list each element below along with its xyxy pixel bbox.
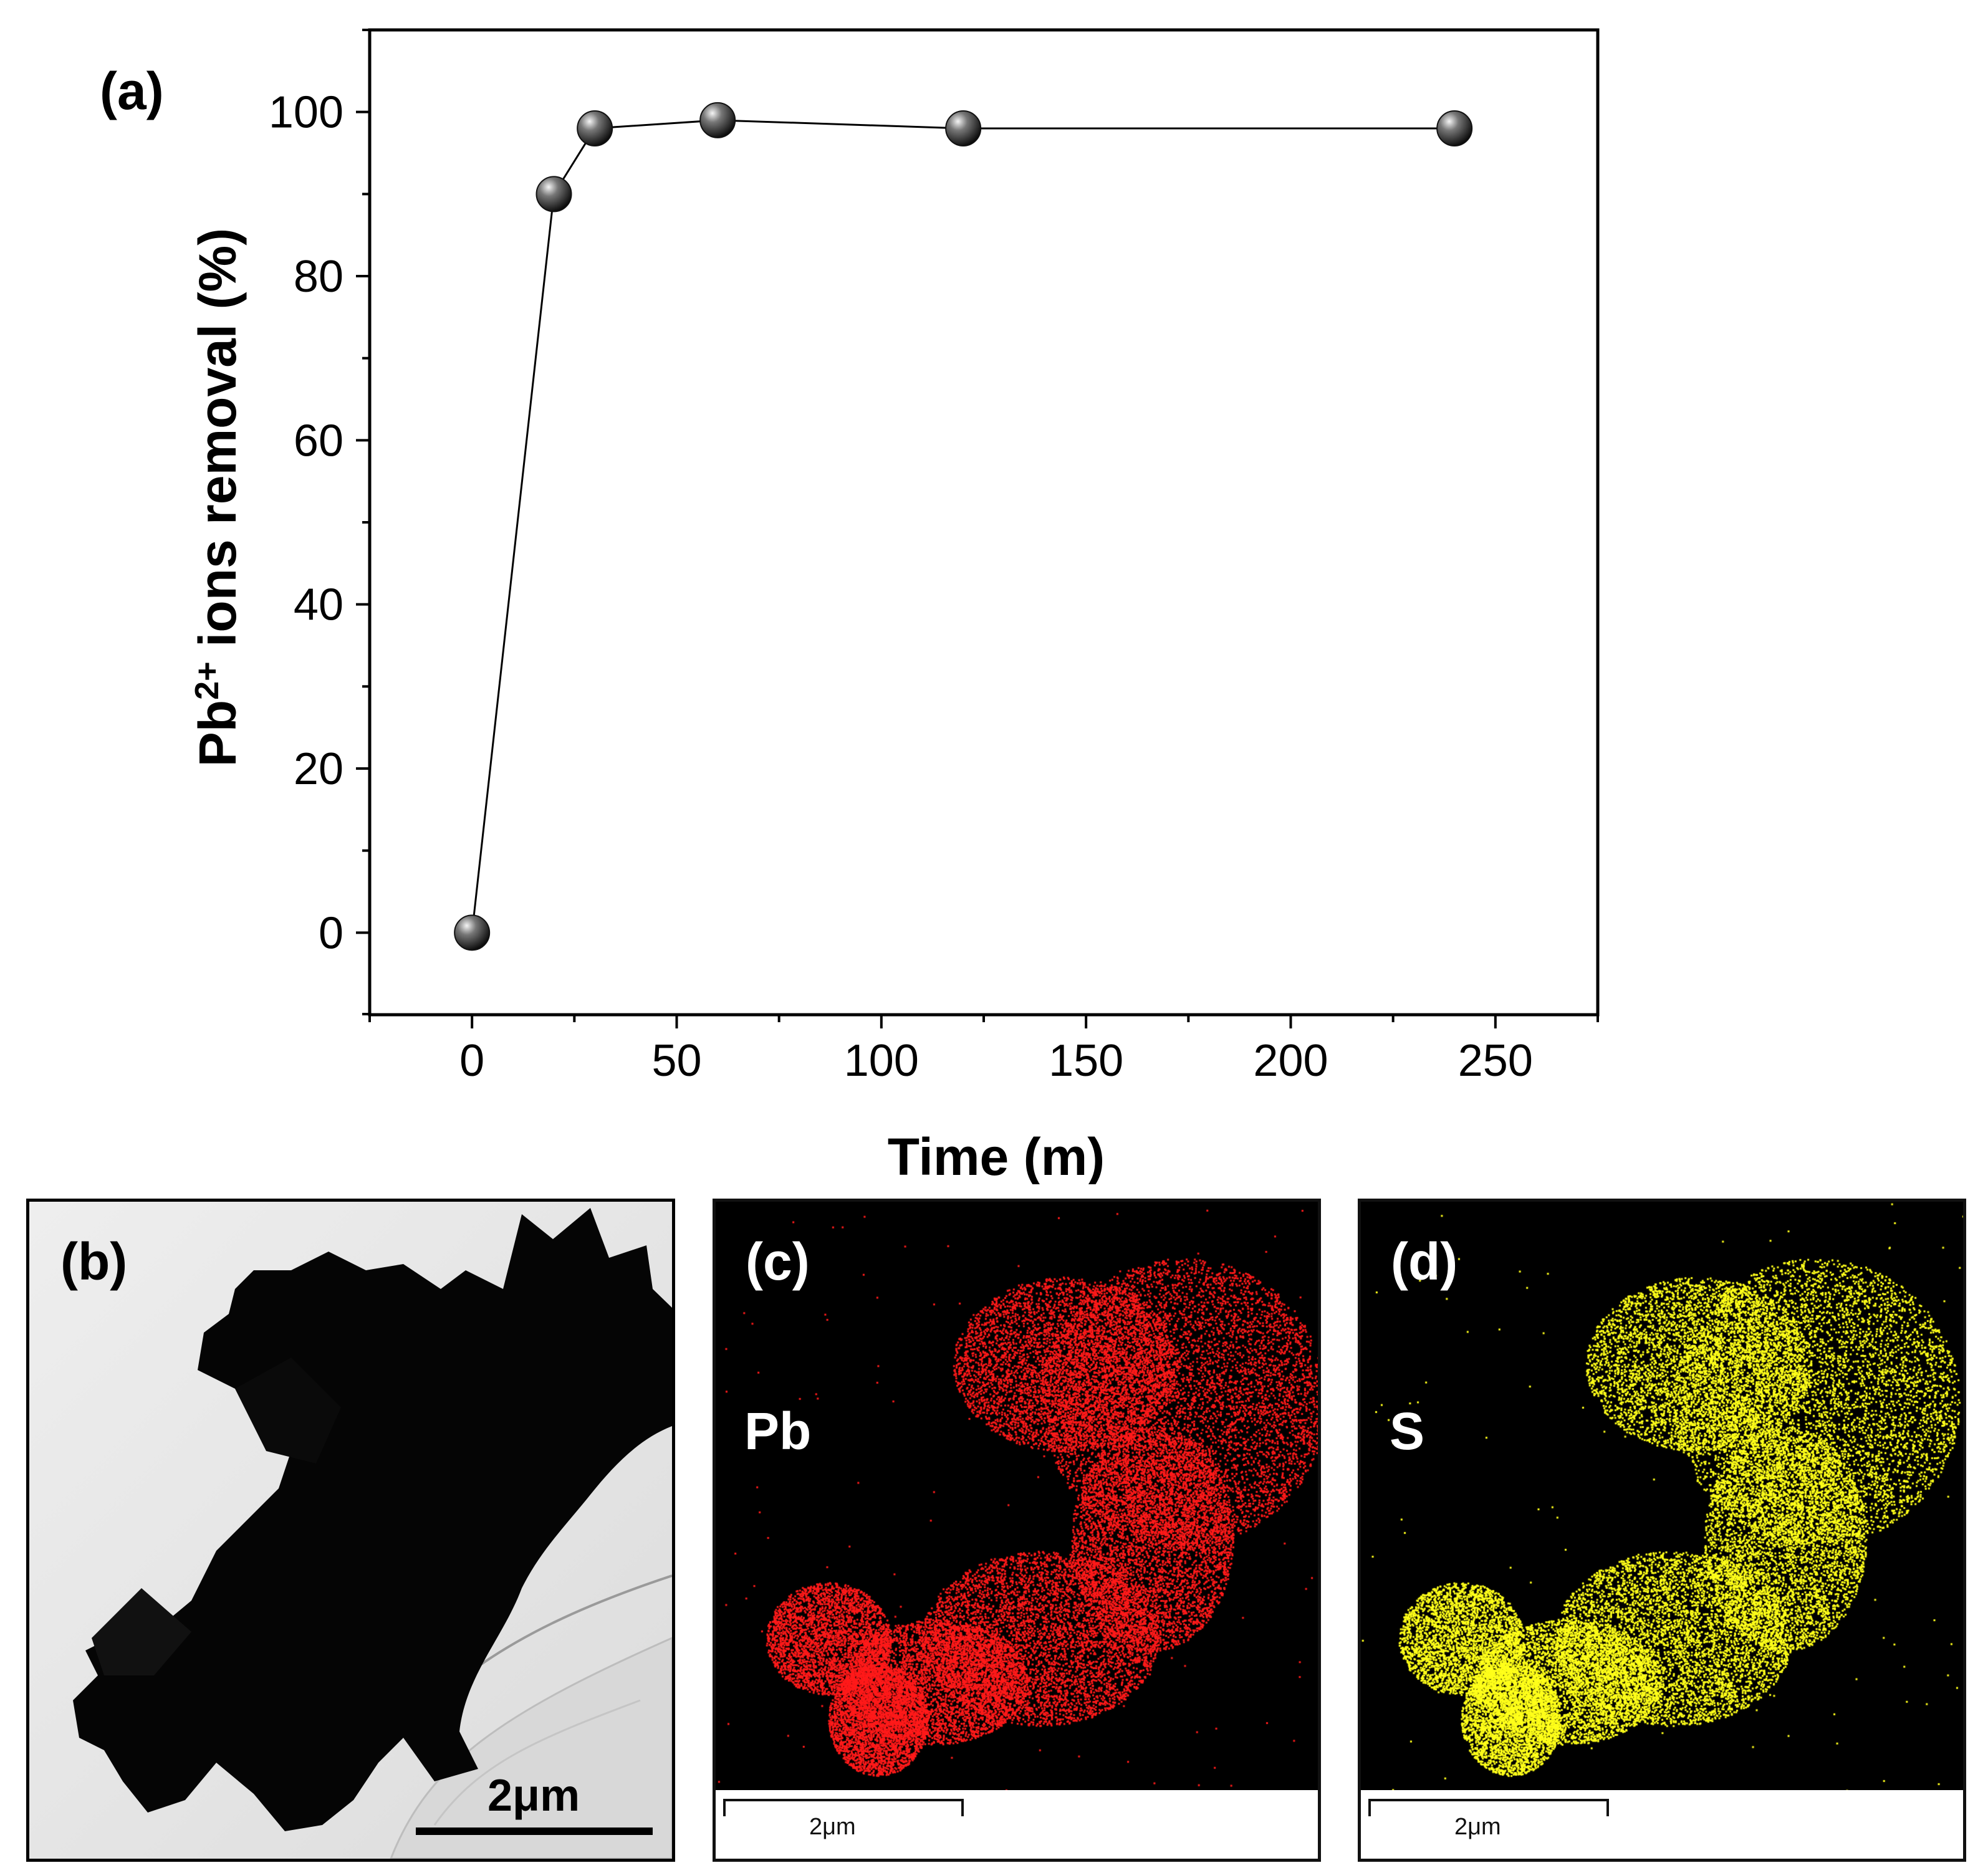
s-map-scale-label: 2μm [1454,1814,1501,1840]
tem-scale-bar [416,1827,653,1835]
y-tick-label: 80 [294,252,343,302]
x-axis-label: Time (m) [888,1128,1105,1184]
y-tick-label: 60 [294,416,343,466]
series-line [471,119,1455,933]
pb-elemental-map: (c) Pb 2μm [713,1199,1321,1862]
s-map-scalebar-line [1368,1799,1609,1816]
x-tick-label: 0 [459,1036,484,1086]
panel-a-label: (a) [100,62,164,120]
x-tick-label: 50 [651,1036,701,1086]
y-tick-label: 100 [269,88,343,138]
y-axis-label-sup: 2+ [188,661,226,700]
y-axis-label-base: Pb [188,700,247,767]
x-tick-label: 200 [1253,1036,1328,1086]
pb-dot-map [716,1202,1318,1790]
tem-scale-label: 2μm [487,1771,580,1821]
s-dot-map [1361,1202,1963,1790]
data-point [945,110,982,146]
pb-map-scalebar: 2μm [716,1790,1318,1859]
data-point [454,914,491,951]
s-element-label: S [1390,1402,1425,1460]
y-axis-label: Pb2+ ions removal (%) [188,228,247,767]
s-elemental-map: (d) S 2μm [1358,1199,1966,1862]
panel-c-label: (c) [746,1232,810,1291]
x-tick-label: 150 [1049,1036,1123,1086]
s-map-scalebar: 2μm [1361,1790,1963,1859]
pb-map-scale-label: 2μm [809,1814,856,1840]
tem-image: (b) 2μm [26,1199,675,1862]
tem-particle-illustration [29,1202,672,1859]
data-point [577,110,613,146]
y-axis-label-rest: ions removal (%) [188,228,247,662]
y-tick-label: 0 [319,908,343,958]
data-point [699,102,736,138]
x-tick-label: 100 [844,1036,919,1086]
y-tick-label: 20 [294,744,343,794]
y-tick-label: 40 [294,580,343,630]
removal-chart: 0 50 100 150 200 250 0 20 40 60 80 100 Time (m) Pb… [188,28,1600,1184]
pb-map-scalebar-line [723,1799,964,1816]
x-tick-label: 250 [1458,1036,1533,1086]
data-point [535,176,572,213]
data-point [1436,110,1473,146]
panel-d-label: (d) [1391,1232,1458,1291]
pb-element-label: Pb [744,1402,812,1460]
panel-b-label: (b) [60,1232,128,1291]
